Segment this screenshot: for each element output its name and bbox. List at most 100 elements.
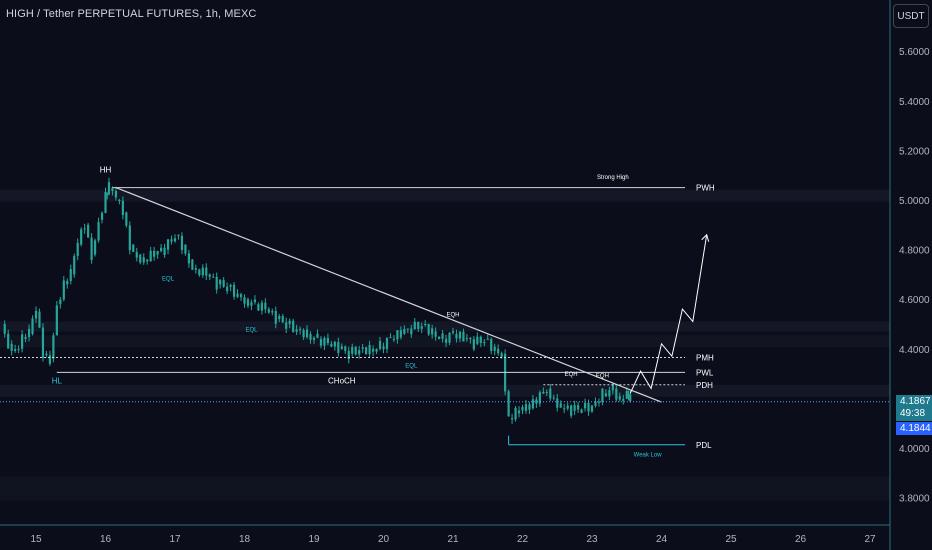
candle-body xyxy=(361,347,364,349)
candle-body xyxy=(538,392,541,404)
candle-body xyxy=(368,344,371,355)
candle-body xyxy=(326,337,329,344)
candle-body xyxy=(76,242,79,256)
candle-body xyxy=(451,331,455,333)
candle-body xyxy=(479,336,482,343)
candle-body xyxy=(3,324,6,334)
annotation-note: EQH xyxy=(596,373,609,379)
candle-body xyxy=(552,397,555,399)
candle-body xyxy=(180,235,184,250)
candle-body xyxy=(106,193,109,196)
annotation-note: CHoCH xyxy=(328,377,356,386)
candle-body xyxy=(413,321,416,329)
x-tick-label: 25 xyxy=(725,534,737,545)
candle-body xyxy=(375,348,378,352)
candle-body xyxy=(535,399,538,404)
candle-body xyxy=(52,335,55,359)
candle-body xyxy=(27,328,31,338)
candle-body xyxy=(431,328,434,335)
candle-body xyxy=(330,343,333,347)
candle-body xyxy=(295,329,298,332)
x-tick-label: 21 xyxy=(447,534,459,545)
pwh-zone xyxy=(0,189,890,202)
candle-body xyxy=(604,393,607,397)
candle-body xyxy=(80,229,83,245)
candle-body xyxy=(83,228,86,230)
candle-body xyxy=(87,224,90,238)
candle-body xyxy=(163,247,166,255)
candle-body xyxy=(417,321,420,329)
candle-body xyxy=(476,336,479,344)
candle-body xyxy=(507,391,510,417)
candle-body xyxy=(55,305,58,336)
candle-body xyxy=(316,333,319,338)
candle-body xyxy=(271,310,274,313)
candle-body xyxy=(444,338,448,343)
candle-body xyxy=(441,333,444,339)
last-price-tag: 4.1867 49:38 xyxy=(896,395,932,421)
annotation-note: HH xyxy=(100,166,112,175)
candle-body xyxy=(378,340,382,349)
candle-body xyxy=(427,324,430,335)
candle-body xyxy=(340,346,343,349)
x-tick-label: 27 xyxy=(864,534,876,545)
level-label-pdh: PDH xyxy=(696,381,713,390)
candle-body xyxy=(69,269,72,281)
candle-body xyxy=(166,239,170,250)
candle-body xyxy=(243,297,246,304)
annotation-note: EQL xyxy=(405,363,418,369)
candle-body xyxy=(62,280,65,300)
candle-body xyxy=(198,269,201,276)
candle-body xyxy=(160,247,163,252)
candle-body xyxy=(587,402,590,412)
projection-arrowhead xyxy=(701,233,710,242)
candle-body xyxy=(125,212,128,226)
candle-body xyxy=(385,337,389,350)
candle-body xyxy=(493,346,496,351)
candle-body xyxy=(149,250,152,262)
candle-body xyxy=(545,391,548,393)
candle-body xyxy=(201,267,204,276)
candle-body xyxy=(104,191,107,213)
candle-body xyxy=(583,402,587,409)
candle-body xyxy=(191,259,194,270)
candle-body xyxy=(139,254,142,263)
pdh-zone xyxy=(0,384,890,397)
candle-body xyxy=(45,353,48,356)
candle-body xyxy=(135,251,138,258)
candle-body xyxy=(73,255,76,275)
candle-body xyxy=(531,399,535,409)
annotation-note: Weak Low xyxy=(634,452,663,458)
candle-body xyxy=(333,341,336,347)
candle-body xyxy=(187,253,190,264)
currency-button[interactable]: USDT xyxy=(893,4,929,28)
candle-body xyxy=(121,200,124,216)
candle-body xyxy=(31,318,34,334)
x-tick-label: 16 xyxy=(100,534,112,545)
candle-body xyxy=(48,355,51,364)
supply-zone xyxy=(0,321,890,332)
x-tick-label: 18 xyxy=(239,534,251,545)
candle-body xyxy=(222,280,225,287)
last-price-value: 4.1867 xyxy=(900,396,931,407)
candle-body xyxy=(34,310,38,319)
candle-body xyxy=(41,327,45,358)
candle-body xyxy=(132,244,135,252)
candle-body xyxy=(14,349,17,351)
candle-body xyxy=(510,418,514,420)
candle-body xyxy=(236,293,239,297)
candle-body xyxy=(305,329,309,338)
candle-body xyxy=(371,348,375,352)
candle-body xyxy=(288,320,291,324)
candle-body xyxy=(114,191,118,198)
candle-body xyxy=(226,286,229,292)
candle-body xyxy=(184,244,187,254)
candle-body xyxy=(267,309,270,313)
candle-body xyxy=(10,343,13,351)
trendline xyxy=(115,187,662,403)
annotation-note: EQL xyxy=(162,277,175,283)
candle-body xyxy=(229,284,232,287)
candle-body xyxy=(66,280,69,285)
candle-body xyxy=(212,276,215,278)
